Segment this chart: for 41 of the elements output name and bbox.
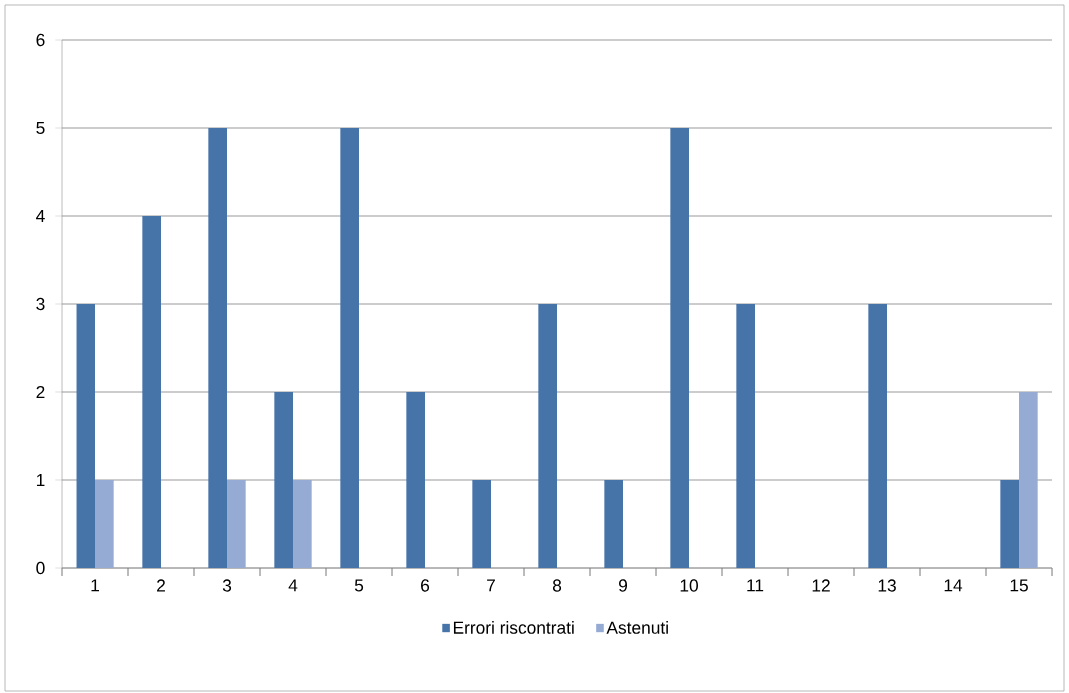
x-tick-label: 12 <box>812 579 830 592</box>
bar <box>76 304 96 568</box>
x-tick-label: 2 <box>157 579 165 592</box>
x-tick-label: 8 <box>552 579 562 592</box>
y-tick-label: 4 <box>36 210 45 222</box>
y-tick-label: 3 <box>36 297 45 311</box>
y-tick-label: 6 <box>36 33 45 47</box>
y-tick-label: 5 <box>36 121 45 135</box>
x-tick-label: 7 <box>487 579 495 592</box>
bar <box>293 480 312 568</box>
y-tick-label: 1 <box>36 474 45 486</box>
bar <box>736 304 756 568</box>
x-tick-label: 1 <box>91 579 99 592</box>
bar <box>472 480 492 568</box>
x-tick-label: 6 <box>421 579 430 592</box>
bar <box>604 480 624 568</box>
legend-label: Errori riscontrati <box>453 621 574 634</box>
bar <box>142 216 162 568</box>
x-tick-label: 5 <box>354 579 364 592</box>
x-tick-label: 10 <box>680 579 698 592</box>
bar <box>274 392 293 568</box>
bar <box>208 128 227 568</box>
x-tick-label: 13 <box>878 579 896 592</box>
bar <box>538 304 558 568</box>
bar <box>340 128 360 568</box>
bar <box>406 392 426 568</box>
x-tick-label: 4 <box>288 579 298 592</box>
y-tick-label: 2 <box>36 385 45 399</box>
bar <box>1000 480 1020 568</box>
y-tick-label: 0 <box>36 561 45 575</box>
x-tick-label: 3 <box>222 579 232 592</box>
bar <box>95 480 114 568</box>
x-tick-label: 14 <box>944 579 963 592</box>
legend-label: Astenuti <box>606 621 668 634</box>
bar <box>1019 392 1038 568</box>
x-tick-label: 9 <box>619 579 628 592</box>
x-tick-label: 11 <box>747 579 764 592</box>
bar <box>670 128 690 568</box>
x-tick-label: 15 <box>1010 579 1028 592</box>
bar <box>227 480 246 568</box>
bar <box>868 304 888 568</box>
